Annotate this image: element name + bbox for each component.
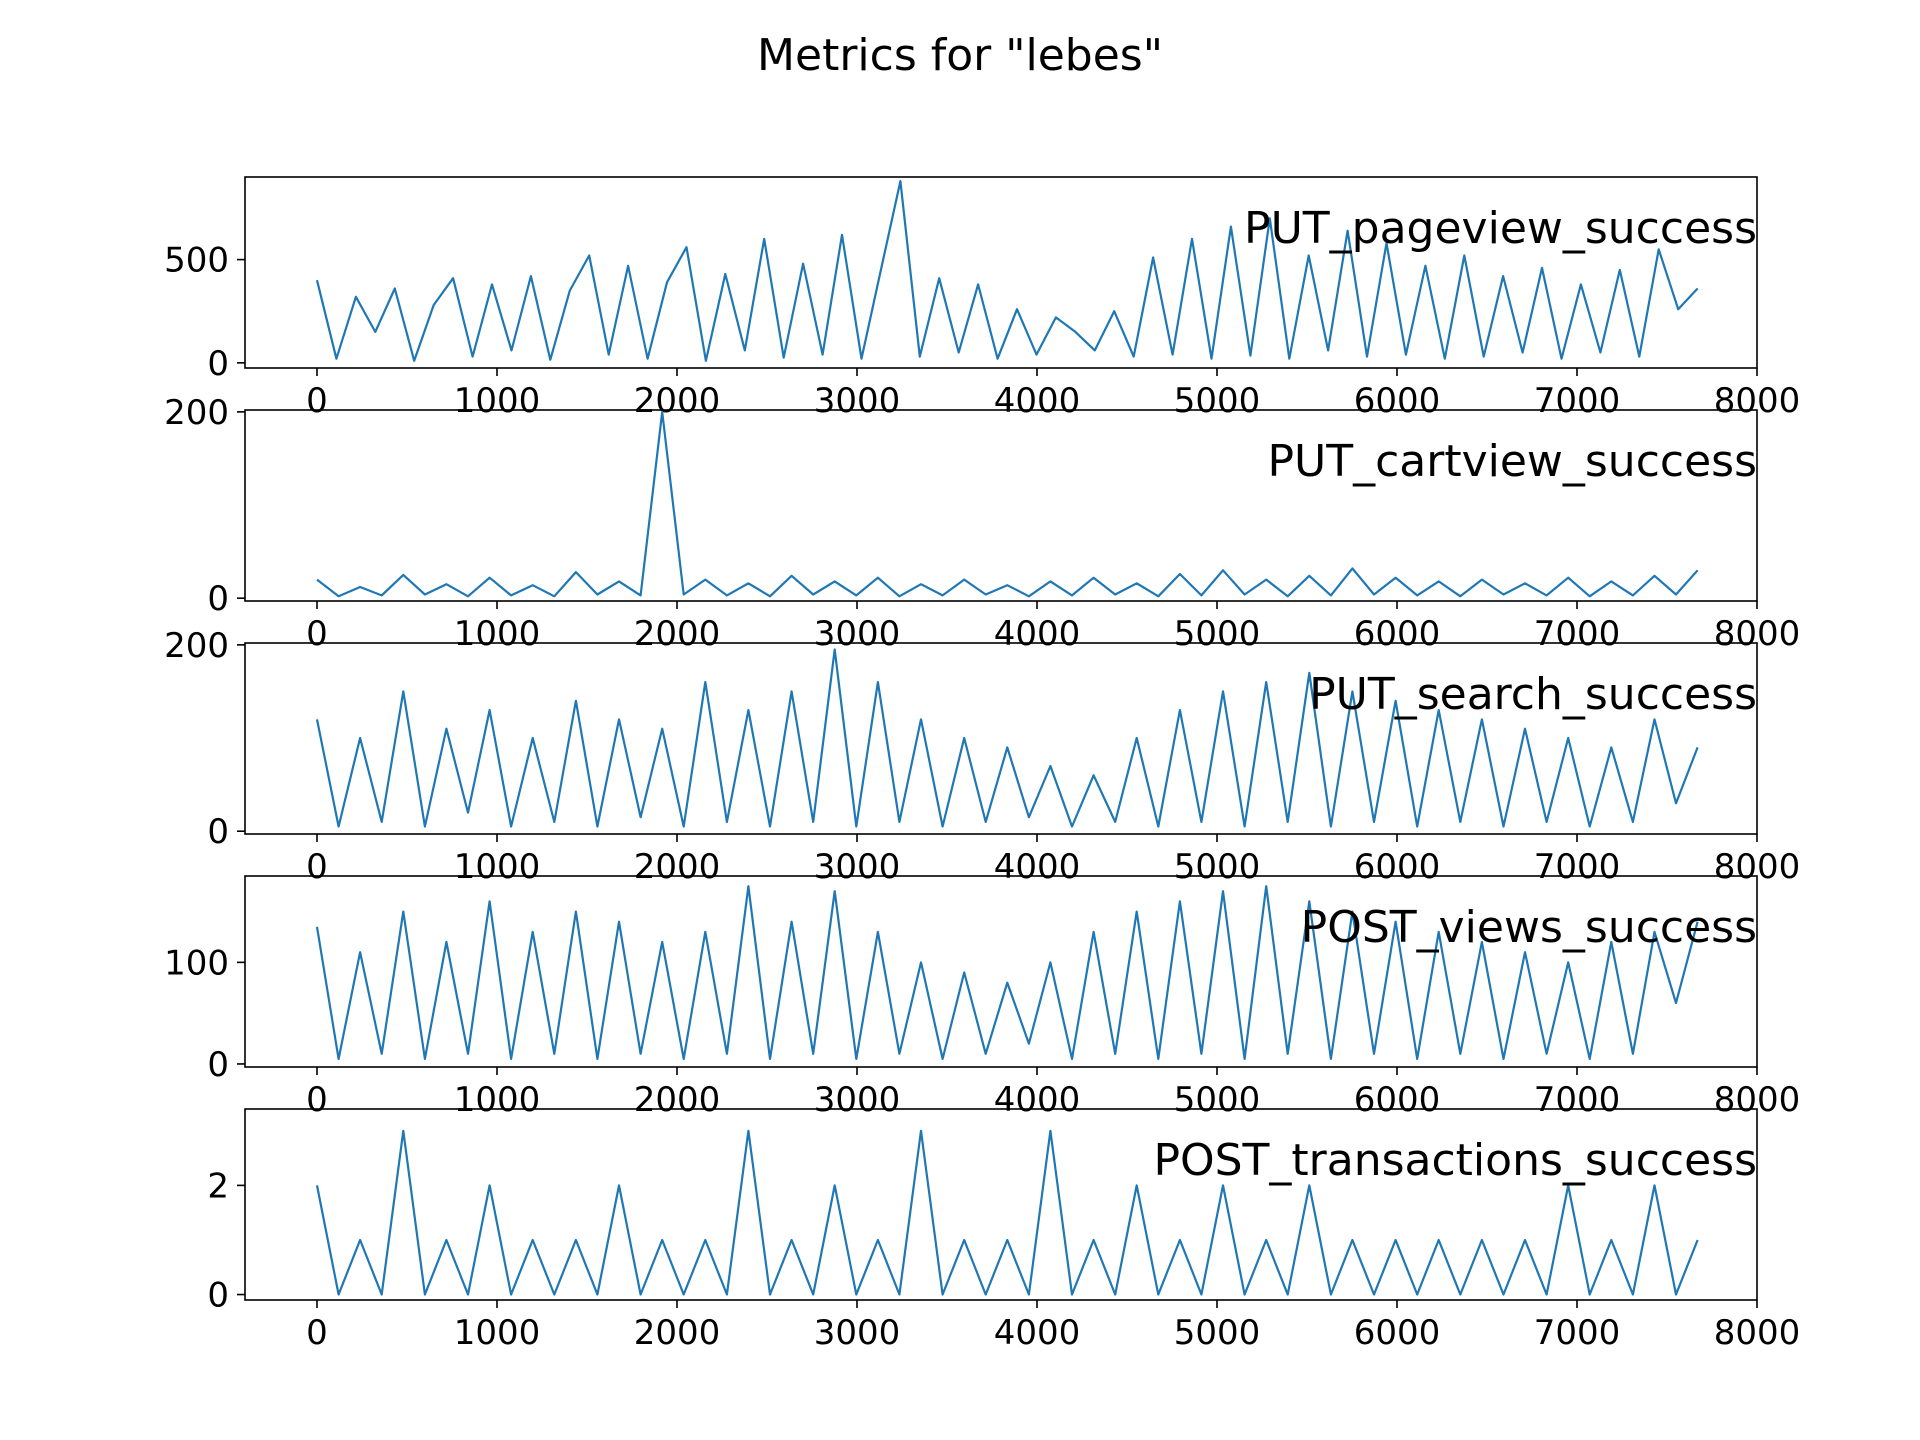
x-tick-label: 6000 xyxy=(1354,381,1441,421)
x-tick-label: 1000 xyxy=(454,1080,541,1120)
series-label: POST_views_success xyxy=(1301,902,1757,953)
series-line-3-1 xyxy=(315,648,1699,828)
x-tick-label: 0 xyxy=(306,614,328,654)
subplots: 0 1000 2000 3000 4000 5000 6000 7000 80000500PUT… xyxy=(164,176,1801,1353)
axes-frame xyxy=(244,176,1758,369)
x-tick-label: 6000 xyxy=(1354,614,1441,654)
x-tick-label: 2000 xyxy=(634,381,721,421)
x-tick-label: 5000 xyxy=(1174,1313,1261,1353)
x-tick-label: 4000 xyxy=(994,1313,1081,1353)
y-tick-label: 100 xyxy=(164,943,229,983)
x-tick-label: 1000 xyxy=(454,614,541,654)
x-tick-label: 4000 xyxy=(994,381,1081,421)
x-tick-label: 2000 xyxy=(634,1313,721,1353)
series-line-4-1 xyxy=(315,885,1699,1061)
x-tick-label: 2000 xyxy=(634,847,721,887)
x-tick-label: 6000 xyxy=(1354,847,1441,887)
axes-frame xyxy=(244,409,1758,602)
y-tick-label: 200 xyxy=(164,626,229,666)
y-tick-label: 0 xyxy=(207,1045,229,1085)
y-tick-label: 200 xyxy=(164,393,229,433)
figure-title: Metrics for "lebes" xyxy=(757,30,1163,81)
x-tick-label: 7000 xyxy=(1534,614,1621,654)
x-tick-label: 1000 xyxy=(454,847,541,887)
x-tick-label: 3000 xyxy=(814,1313,901,1353)
x-tick-label: 0 xyxy=(306,1313,328,1353)
subplot-1: 0 1000 2000 3000 4000 5000 6000 7000 80000500PUT… xyxy=(164,176,1800,421)
x-tick-label: 5000 xyxy=(1174,614,1261,654)
x-tick-label: 4000 xyxy=(994,847,1081,887)
x-tick-label: 6000 xyxy=(1354,1313,1441,1353)
series-label: POST_transactions_success xyxy=(1153,1135,1757,1186)
x-tick-label: 6000 xyxy=(1354,1080,1441,1120)
x-tick-label: 4000 xyxy=(994,614,1081,654)
x-tick-label: 5000 xyxy=(1174,847,1261,887)
y-tick-label: 500 xyxy=(164,241,229,281)
x-tick-label: 7000 xyxy=(1534,381,1621,421)
y-tick-label: 0 xyxy=(207,579,229,619)
y-tick-label: 0 xyxy=(207,344,229,384)
subplot-4: 0 1000 2000 3000 4000 5000 6000 7000 80000100POS… xyxy=(164,875,1800,1120)
x-tick-label: 3000 xyxy=(814,1080,901,1120)
x-tick-label: 4000 xyxy=(994,1080,1081,1120)
x-tick-label: 7000 xyxy=(1534,1080,1621,1120)
x-tick-label: 3000 xyxy=(814,614,901,654)
series-line-1-1 xyxy=(315,180,1699,362)
axes-frame xyxy=(244,875,1758,1068)
x-tick-label: 0 xyxy=(306,381,328,421)
series-label: PUT_pageview_success xyxy=(1244,203,1757,254)
x-tick-label: 0 xyxy=(306,847,328,887)
subplot-3: 0 1000 2000 3000 4000 5000 6000 7000 80000200PUT… xyxy=(164,626,1800,887)
subplot-2: 0 1000 2000 3000 4000 5000 6000 7000 80000200PUT… xyxy=(164,393,1800,654)
series-label: PUT_cartview_success xyxy=(1267,436,1757,487)
x-tick-label: 7000 xyxy=(1534,847,1621,887)
x-tick-label: 3000 xyxy=(814,847,901,887)
y-tick-label: 0 xyxy=(207,812,229,852)
x-tick-label: 3000 xyxy=(814,381,901,421)
y-tick-label: 0 xyxy=(207,1276,229,1316)
series-line-5-1 xyxy=(315,1129,1699,1296)
y-tick-label: 2 xyxy=(207,1166,229,1206)
series-line-2-1 xyxy=(316,410,1699,598)
x-tick-label: 5000 xyxy=(1174,1080,1261,1120)
x-tick-label: 2000 xyxy=(634,1080,721,1120)
x-tick-label: 5000 xyxy=(1174,381,1261,421)
x-tick-label: 2000 xyxy=(634,614,721,654)
x-tick-label: 0 xyxy=(306,1080,328,1120)
series-label: PUT_search_success xyxy=(1309,669,1757,720)
axes-frame xyxy=(244,642,1758,835)
axes-frame xyxy=(244,1108,1758,1301)
x-tick-label: 8000 xyxy=(1714,1313,1801,1353)
x-tick-label: 7000 xyxy=(1534,1313,1621,1353)
subplot-5: 0 1000 2000 3000 4000 5000 6000 7000 8000 0 2 POST_… xyxy=(207,1108,1801,1353)
x-tick-label: 1000 xyxy=(454,381,541,421)
x-tick-label: 1000 xyxy=(454,1313,541,1353)
